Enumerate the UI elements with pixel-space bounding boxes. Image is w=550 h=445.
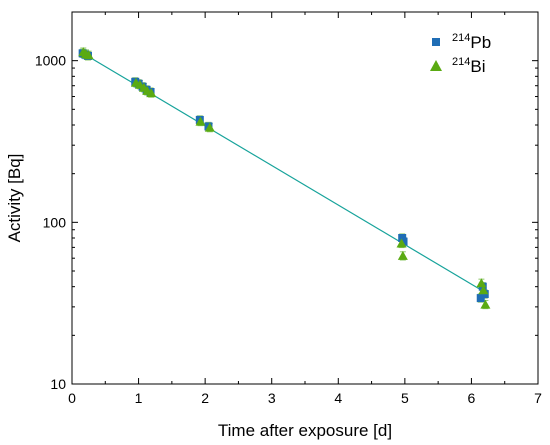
legend-bi-text: 214Bi [452, 56, 485, 76]
bi-point [397, 250, 408, 260]
x-tick-label: 1 [135, 390, 143, 406]
pb-point [476, 294, 485, 303]
legend-bi-superscript: 214 [452, 56, 470, 68]
bi-point [146, 88, 157, 98]
x-tick-label: 6 [468, 390, 476, 406]
x-tick-label: 2 [201, 390, 209, 406]
x-tick-label: 7 [534, 390, 542, 406]
legend: 214Pb 214Bi [430, 32, 491, 76]
x-tick-label: 0 [68, 390, 76, 406]
legend-pb-marker [432, 38, 440, 46]
y-axis-title: Activity [Bq] [5, 154, 24, 243]
legend-pb-text: 214Pb [452, 32, 491, 52]
x-tick-label: 5 [401, 390, 409, 406]
bi-point [195, 116, 206, 126]
legend-bi-marker [430, 60, 442, 71]
legend-bi-label: Bi [470, 57, 485, 76]
legend-pb-label: Pb [470, 33, 491, 52]
bi-point [478, 285, 489, 295]
bi-point [480, 299, 491, 309]
plot-layer: 0 1 2 3 4 5 6 7 10 100 1000 [35, 11, 542, 406]
pb-point [399, 237, 408, 246]
y-tick-label: 1000 [35, 53, 66, 69]
x-axis-title: Time after exposure [d] [218, 421, 392, 440]
x-tick-label: 3 [268, 390, 276, 406]
bi-point [476, 278, 487, 288]
legend-pb-superscript: 214 [452, 32, 470, 44]
bi-point [396, 238, 407, 248]
y-tick-label: 10 [50, 376, 66, 392]
y-tick-label: 100 [43, 214, 67, 230]
bi-point [83, 50, 94, 60]
bi-point [204, 122, 215, 132]
x-tick-label: 4 [334, 390, 342, 406]
